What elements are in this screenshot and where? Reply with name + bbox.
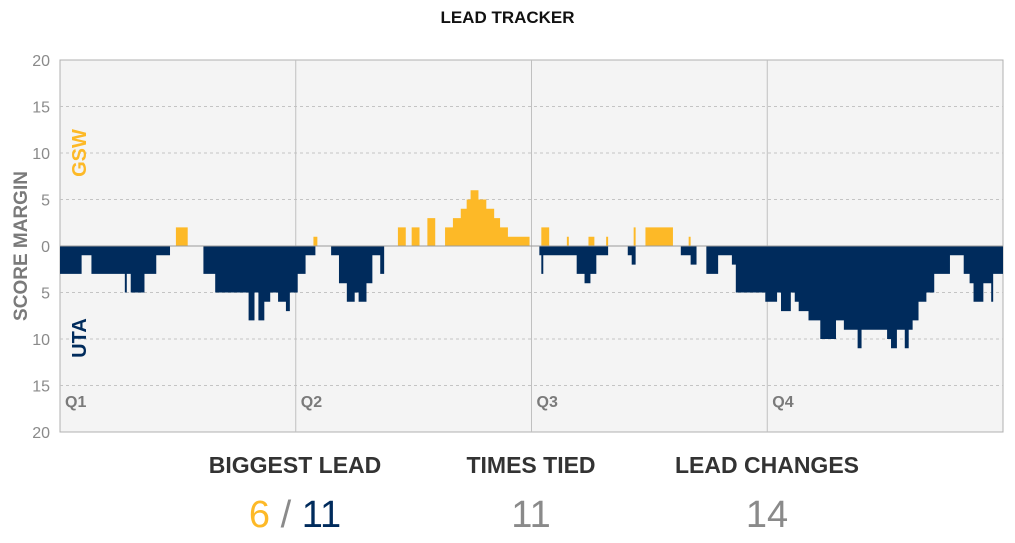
y-tick-label: 15 (32, 379, 50, 396)
biggest-lead-label: BIGGEST LEAD (208, 452, 382, 478)
quarter-label: Q3 (537, 394, 558, 411)
lead-tracker-chart: 20 15 10 5 0 5 10 15 20 Q1 Q2 Q3 Q4 SCORE MARGIN GSW UT… (11, 53, 1004, 442)
quarter-label: Q1 (65, 394, 86, 411)
team-label-gsw: GSW (69, 129, 91, 177)
y-tick-label: 5 (41, 193, 50, 210)
gsw-biggest-lead: 6 (248, 494, 270, 536)
series-uta-area (60, 246, 1003, 349)
y-tick-label: 15 (32, 100, 50, 117)
quarter-label: Q4 (772, 394, 793, 411)
lead-separator: / (280, 494, 292, 536)
quarter-label: Q2 (301, 394, 322, 411)
lead-changes-label: LEAD CHANGES (674, 452, 860, 478)
times-tied-value: 11 (511, 494, 551, 536)
y-tick-label: 10 (32, 332, 50, 349)
game-stats: BIGGEST LEAD 6 / 11 TIMES TIED 11 LEAD C… (0, 452, 1015, 543)
y-axis-label: SCORE MARGIN (11, 171, 32, 321)
team-label-uta: UTA (69, 318, 91, 358)
y-tick-label: 10 (32, 146, 50, 163)
chart-title: LEAD TRACKER (440, 8, 575, 27)
biggest-lead-value: 6 / 11 (249, 494, 341, 537)
series-gsw-area (175, 190, 691, 246)
y-tick-label: 20 (32, 53, 50, 70)
times-tied-label: TIMES TIED (466, 452, 596, 478)
y-tick-label: 5 (41, 286, 50, 303)
uta-biggest-lead: 11 (301, 494, 342, 536)
y-tick-label: 0 (41, 239, 50, 256)
y-tick-label: 20 (32, 425, 50, 442)
lead-changes-value: 14 (745, 494, 789, 536)
